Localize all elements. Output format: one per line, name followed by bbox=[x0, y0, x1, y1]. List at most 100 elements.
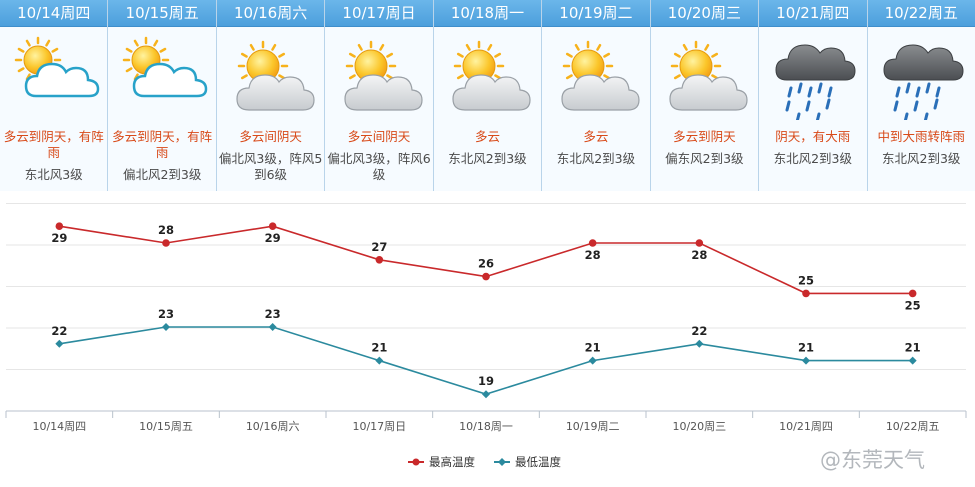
data-label: 19 bbox=[478, 374, 494, 388]
weather-icon bbox=[108, 30, 215, 116]
wind-description: 东北风3级 bbox=[24, 167, 83, 182]
data-label: 26 bbox=[478, 257, 494, 271]
x-tick-label: 10/14周四 bbox=[32, 420, 86, 433]
x-tick-label: 10/18周一 bbox=[459, 420, 513, 433]
sun-cloud-icon bbox=[344, 40, 423, 111]
x-tick-label: 10/19周二 bbox=[566, 420, 620, 433]
x-tick-label: 10/22周五 bbox=[886, 420, 940, 433]
forecast-date: 10/17周日 bbox=[325, 0, 433, 27]
forecast-date: 10/18周一 bbox=[433, 0, 542, 27]
wind-description: 东北风2到3级 bbox=[556, 151, 636, 166]
forecast-date: 10/15周五 bbox=[108, 0, 216, 27]
sun-cloud-icon bbox=[669, 40, 748, 111]
forecast-day: 10/20周三 多云到阴天 偏东风2到3级 bbox=[650, 0, 760, 191]
temperature-chart: 10/14周四 10/15周五 10/16周六 10/17周日 10/18周一 10/19… bbox=[0, 193, 975, 483]
data-point-low bbox=[482, 390, 490, 399]
x-tick-label: 10/16周六 bbox=[246, 420, 300, 433]
data-point-high bbox=[588, 239, 597, 247]
weather-description: 多云间阴天 bbox=[239, 129, 302, 144]
weather-icon bbox=[651, 30, 758, 116]
weather-icon bbox=[434, 30, 541, 116]
heavy-rain-icon bbox=[775, 44, 856, 120]
data-point-low bbox=[55, 339, 64, 348]
forecast-date: 10/20周三 bbox=[650, 0, 759, 27]
data-point-high bbox=[695, 239, 704, 247]
data-point-high bbox=[55, 222, 64, 230]
data-label: 21 bbox=[798, 341, 814, 355]
weather-description: 多云到阴天，有阵雨 bbox=[112, 129, 213, 160]
forecast-strip: 10/14周四 多云到阴天，有阵雨 东北风3级 10/15周五 多云到阴天，有阵雨偏… bbox=[0, 0, 975, 191]
legend-label: 最高温度 bbox=[429, 455, 475, 469]
data-label: 21 bbox=[585, 341, 601, 355]
weather-icon bbox=[325, 30, 432, 116]
data-point-high bbox=[908, 289, 917, 298]
legend-label: 最低温度 bbox=[515, 455, 561, 469]
wind-description: 偏北风3级，阵风5到6级 bbox=[218, 151, 323, 182]
forecast-day: 10/18周一 多云东北风2到3级 bbox=[433, 0, 543, 191]
data-label: 22 bbox=[691, 324, 707, 338]
sun-cloud-icon bbox=[561, 40, 640, 111]
legend-marker-high bbox=[412, 458, 420, 466]
x-tick-label: 10/15周五 bbox=[139, 420, 193, 433]
weather-description: 多云 bbox=[583, 129, 609, 144]
data-label: 25 bbox=[905, 298, 921, 312]
data-label: 29 bbox=[51, 231, 67, 245]
forecast-date: 10/16周六 bbox=[216, 0, 325, 27]
weather-icon bbox=[759, 30, 866, 120]
sun-cloud-icon bbox=[452, 40, 532, 111]
x-tick-label: 10/17周日 bbox=[352, 420, 406, 433]
forecast-day: 10/16周六 多云间阴天偏北风3级，阵风5到6级 bbox=[216, 0, 326, 191]
data-point-high bbox=[268, 222, 277, 230]
weather-icon bbox=[217, 30, 324, 116]
wind-description: 偏东风2到3级 bbox=[665, 151, 744, 166]
data-point-low bbox=[695, 339, 704, 348]
legend-marker-low bbox=[498, 458, 506, 466]
wind-description: 偏北风3级，阵风6级 bbox=[327, 151, 431, 182]
forecast-day: 10/19周二 多云东北风2到3级 bbox=[542, 0, 651, 191]
weather-icon bbox=[868, 30, 975, 120]
data-label: 21 bbox=[371, 341, 387, 355]
data-label: 22 bbox=[51, 324, 67, 338]
watermark-text: @东莞天气 bbox=[820, 448, 925, 472]
data-point-low bbox=[802, 356, 810, 365]
weather-description: 多云 bbox=[474, 129, 500, 144]
x-tick-label: 10/21周四 bbox=[779, 420, 833, 433]
data-label: 23 bbox=[158, 307, 174, 321]
weather-description: 多云到阴天，有阵雨 bbox=[3, 129, 104, 160]
weather-icon bbox=[0, 30, 107, 116]
data-label: 28 bbox=[585, 248, 601, 262]
data-point-low bbox=[375, 356, 384, 365]
forecast-day: 10/14周四 多云到阴天，有阵雨东北风3级 bbox=[0, 0, 109, 191]
forecast-day: 10/17周日 多云间阴天偏北风3级，阵风6级 bbox=[325, 0, 434, 191]
data-point-low bbox=[588, 356, 597, 365]
heavy-rain-icon bbox=[883, 44, 964, 120]
partly-cloudy-icon bbox=[122, 36, 208, 98]
data-label: 21 bbox=[905, 341, 921, 355]
forecast-day: 10/22周五 中到大雨转阵雨 东北风2到3级 bbox=[867, 0, 975, 191]
weibo-watermark: @东莞天气 bbox=[820, 444, 970, 476]
data-point-high bbox=[802, 289, 810, 298]
data-label: 25 bbox=[798, 273, 814, 287]
forecast-date: 10/21周四 bbox=[759, 0, 867, 27]
data-point-low bbox=[908, 356, 917, 365]
temperature-chart-svg: 10/14周四 10/15周五 10/16周六 10/17周日 10/18周一 10/19… bbox=[5, 203, 967, 469]
wind-description: 东北风2到3级 bbox=[882, 151, 961, 166]
data-point-low bbox=[268, 323, 277, 331]
partly-cloudy-icon bbox=[14, 36, 99, 98]
forecast-date: 10/19周二 bbox=[542, 0, 650, 27]
sun-cloud-icon bbox=[235, 40, 315, 111]
forecast-day: 10/21周四 阴天，有大雨 东北风2到3级 bbox=[759, 0, 868, 191]
forecast-day: 10/15周五 多云到阴天，有阵雨 偏北风2到3级 bbox=[108, 0, 217, 191]
forecast-date: 10/22周五 bbox=[867, 0, 975, 27]
weather-description: 多云间阴天 bbox=[347, 129, 411, 144]
x-tick-label: 10/20周三 bbox=[672, 420, 726, 433]
data-label: 28 bbox=[691, 248, 707, 262]
wind-description: 东北风2到3级 bbox=[448, 151, 527, 166]
data-point-high bbox=[375, 256, 384, 264]
forecast-date: 10/14周四 bbox=[0, 0, 108, 27]
data-label: 28 bbox=[158, 223, 174, 237]
data-point-high bbox=[162, 239, 170, 247]
data-point-low bbox=[162, 323, 170, 331]
weather-description: 中到大雨转阵雨 bbox=[877, 129, 965, 144]
wind-description: 东北风2到3级 bbox=[773, 151, 852, 166]
